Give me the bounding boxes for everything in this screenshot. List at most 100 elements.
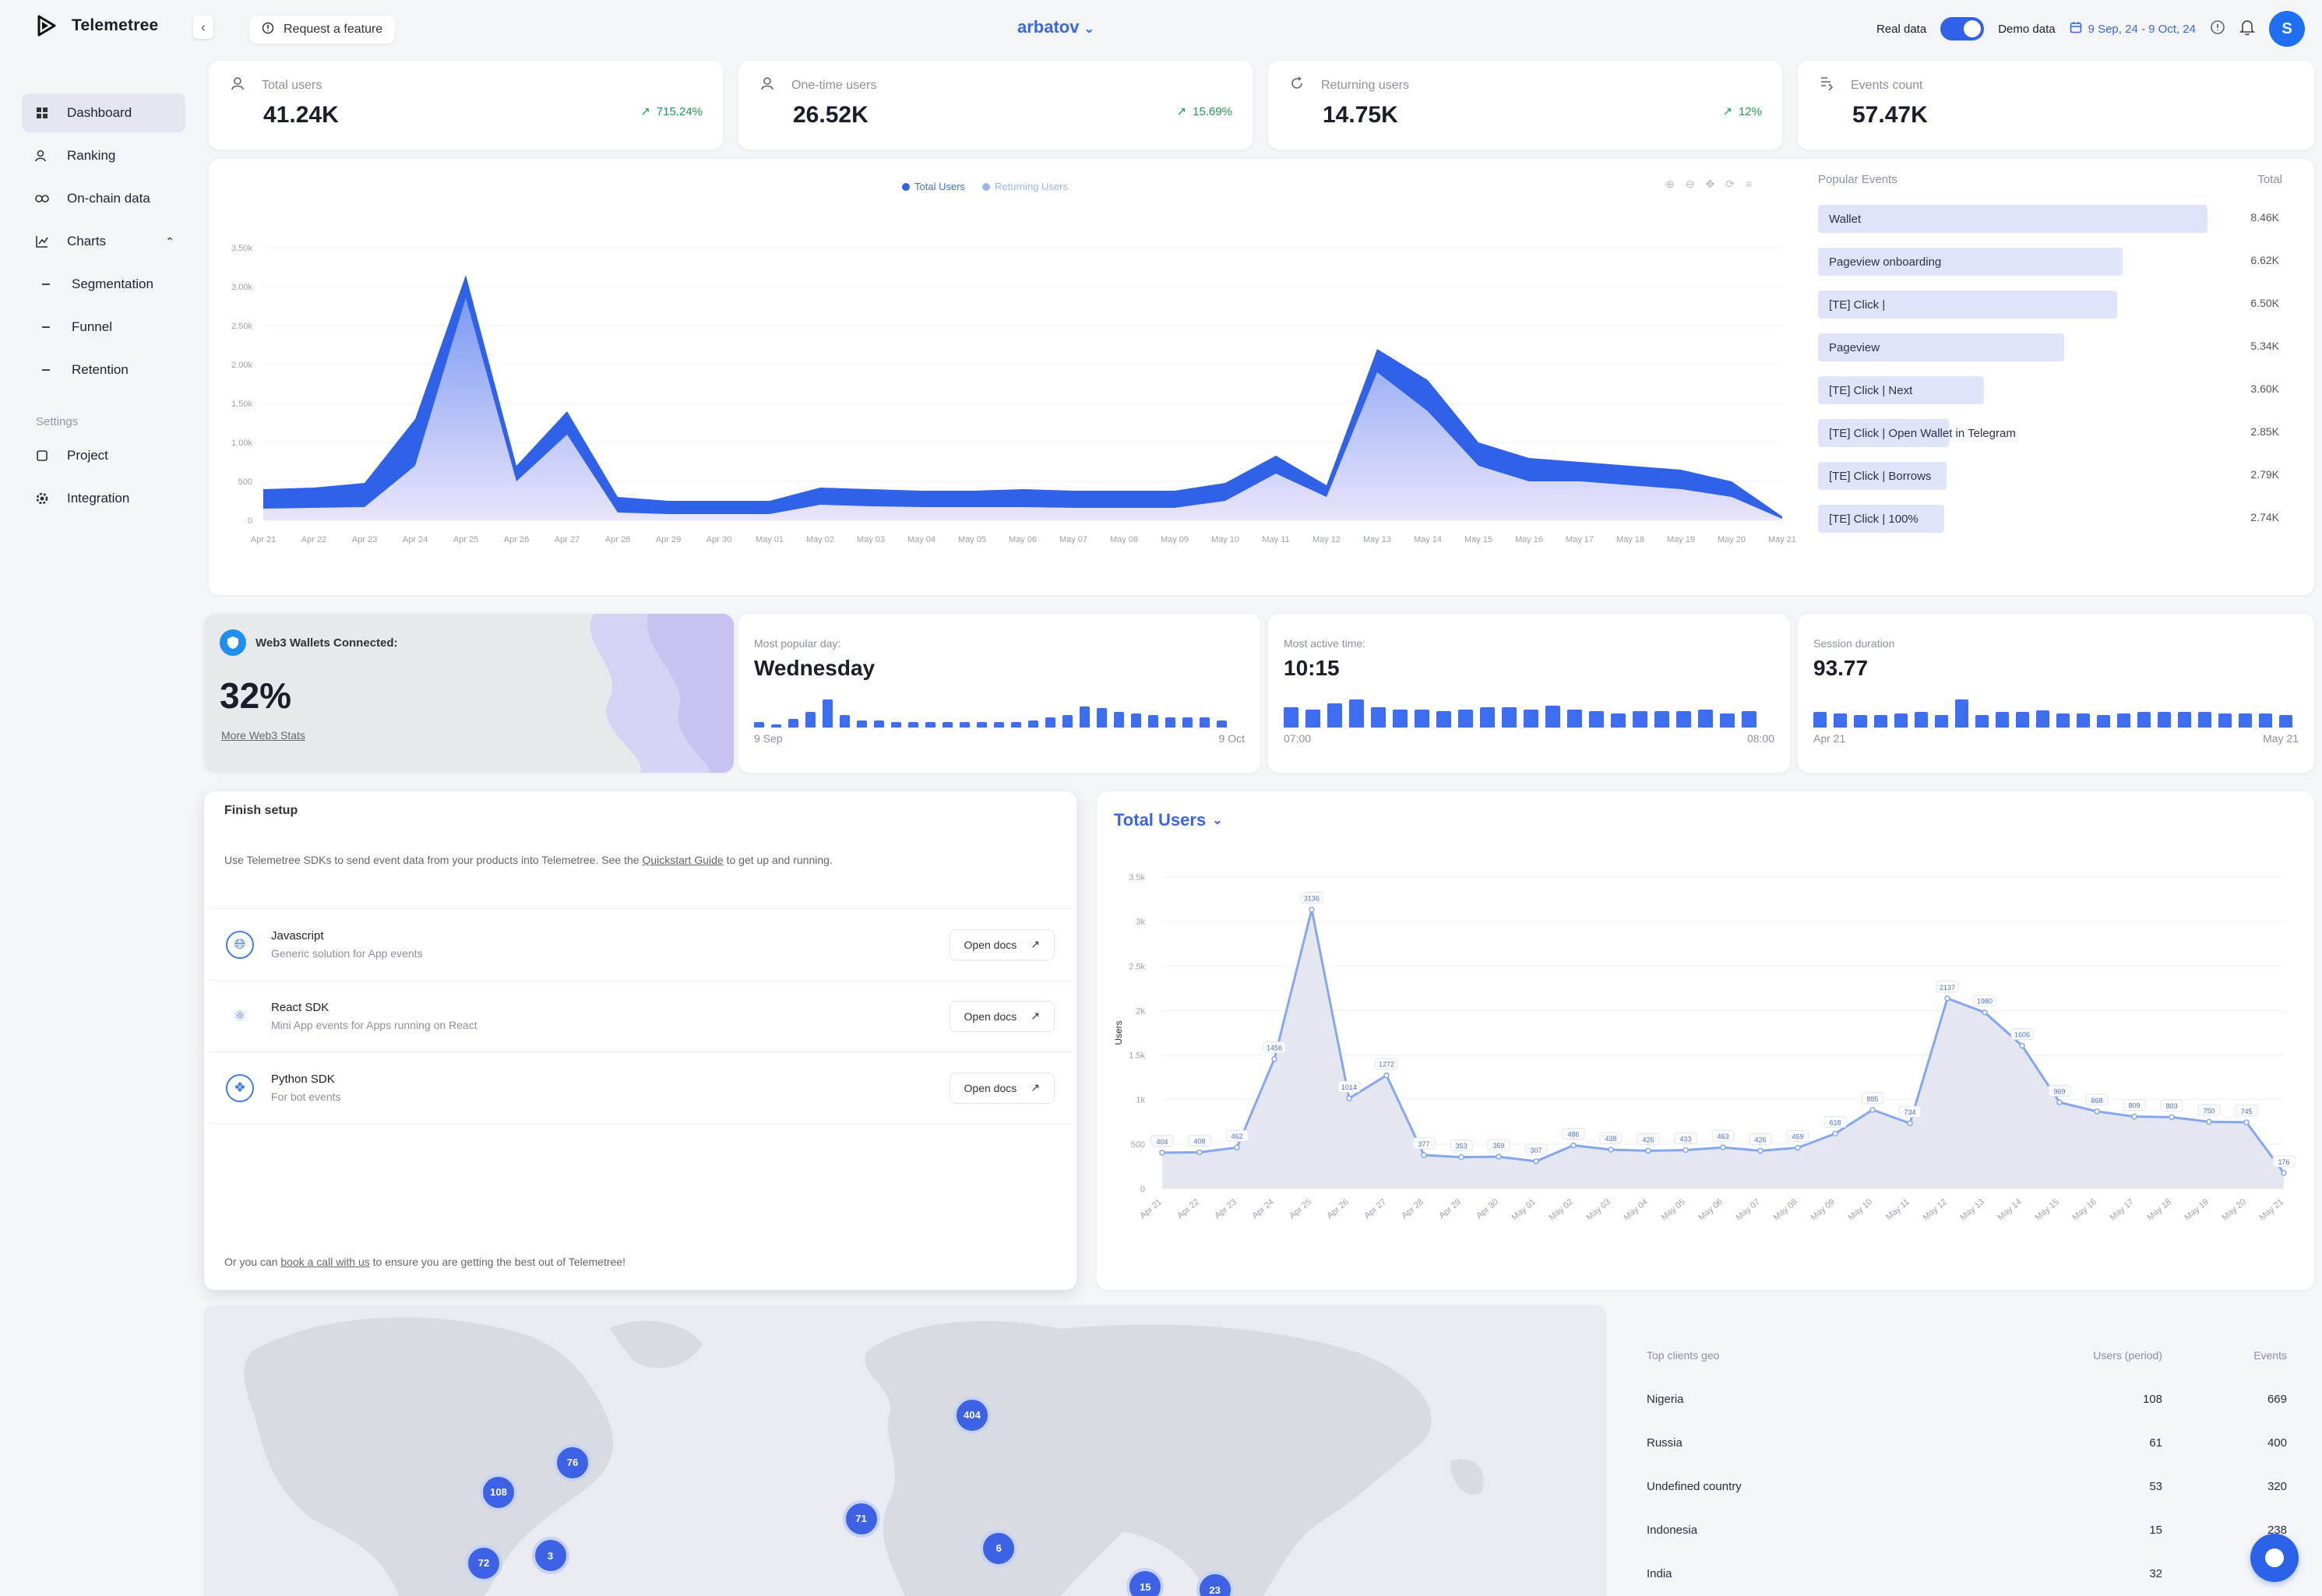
sidebar-item-on-chain-data[interactable]: On-chain data: [22, 179, 185, 218]
zoom-in-icon[interactable]: ⊕: [1665, 178, 1675, 190]
zoom-out-icon[interactable]: ⊖: [1685, 178, 1695, 190]
sidebar-item-funnel[interactable]: Funnel: [22, 308, 185, 347]
sidebar-item-segmentation[interactable]: Segmentation: [22, 265, 185, 304]
chart-legend: Total Users Returning Users: [902, 181, 1068, 192]
data-label-box: [1674, 1133, 1697, 1145]
x-tick-label: May 12: [1313, 535, 1341, 544]
collapse-sidebar-button[interactable]: ‹: [193, 16, 213, 39]
avatar[interactable]: S: [2269, 11, 2305, 47]
x-tick-label: May 12: [1922, 1197, 1949, 1222]
users-icon: [760, 76, 774, 94]
axis-start-label: 07:00: [1284, 732, 1312, 745]
popular-event-row[interactable]: Pageview 5.34K: [1810, 327, 2301, 370]
sidebar-item-charts[interactable]: Charts ⌃: [22, 222, 185, 261]
map-marker[interactable]: 23: [1196, 1571, 1234, 1596]
x-tick-label: May 20: [2221, 1197, 2248, 1222]
mini-bar: [2158, 711, 2171, 728]
reset-icon[interactable]: ⟳: [1725, 178, 1735, 190]
sidebar-item-retention[interactable]: Retention: [22, 351, 185, 389]
setup-footer: Or you can book a call with us to ensure…: [224, 1256, 625, 1268]
request-feature-button[interactable]: Request a feature: [249, 16, 396, 44]
open-docs-button[interactable]: Open docs ↗: [949, 1072, 1055, 1104]
mini-card-value: Wednesday: [754, 656, 876, 680]
x-tick-label: Apr 30: [706, 535, 731, 544]
data-label-box: [2010, 1027, 2034, 1040]
chat-support-button[interactable]: [2250, 1534, 2299, 1582]
data-mode-toggle[interactable]: [1940, 17, 1985, 41]
legend-item[interactable]: Total Users: [902, 181, 965, 192]
x-tick-label: May 18: [2146, 1197, 2173, 1222]
setup-item-javascript: 🌐︎ Javascript Generic solution for App ev…: [209, 909, 1072, 981]
mini-bar-chart: [1284, 696, 1774, 728]
mini-bar: [1915, 711, 1928, 728]
data-point: [2131, 1113, 2137, 1120]
pan-icon[interactable]: ✥: [1705, 178, 1715, 190]
data-label: 1456: [1267, 1045, 1282, 1052]
data-label-box: [1487, 1139, 1510, 1151]
mini-bar: [2239, 713, 2252, 728]
world-map[interactable]: 108 76 72 3 71 404 6 15 23: [204, 1305, 1606, 1596]
popular-event-row[interactable]: [TE] Click | Borrows 2.79K: [1810, 456, 2301, 499]
popular-event-bar: Pageview onboarding: [1818, 248, 2123, 276]
sidebar-item-label: Ranking: [67, 148, 116, 163]
y-tick-label: 1.5k: [1129, 1052, 1145, 1061]
open-docs-label: Open docs: [964, 938, 1017, 951]
sidebar-item-project[interactable]: Project: [22, 436, 185, 475]
sidebar-item-dashboard[interactable]: Dashboard: [22, 93, 185, 132]
popular-event-row[interactable]: [TE] Click | 6.50K: [1810, 284, 2301, 327]
quickstart-link[interactable]: Quickstart Guide: [642, 854, 724, 866]
popular-event-bar: [TE] Click | 100%: [1818, 505, 1944, 533]
map-land: [244, 1317, 1484, 1596]
map-marker[interactable]: 76: [554, 1443, 591, 1481]
data-point: [1720, 1144, 1726, 1150]
open-docs-button[interactable]: Open docs ↗: [949, 928, 1055, 960]
x-tick-label: Apr 28: [605, 535, 630, 544]
data-label-box: [1225, 1129, 1249, 1142]
map-marker[interactable]: 72: [465, 1544, 502, 1582]
mini-bar: [1011, 722, 1021, 728]
data-label: 176: [2278, 1158, 2289, 1166]
data-point: [1533, 1158, 1539, 1164]
x-tick-label: May 05: [1660, 1197, 1687, 1222]
open-docs-button[interactable]: Open docs ↗: [949, 1000, 1055, 1032]
project-selector[interactable]: arbatov ⌄: [1017, 17, 1094, 37]
data-label: 803: [2165, 1102, 2177, 1110]
axis-start-label: Apr 21: [1813, 732, 1846, 745]
date-range-picker[interactable]: 9 Sep, 24 - 9 Oct, 24: [2070, 21, 2196, 37]
map-marker[interactable]: 404: [953, 1396, 991, 1434]
popular-event-row[interactable]: Pageview onboarding 6.62K: [1810, 241, 2301, 284]
chart-metric-selector[interactable]: Total Users ⌄: [1114, 810, 1223, 830]
popular-event-row[interactable]: [TE] Click | Next 3.60K: [1810, 370, 2301, 413]
popular-event-row[interactable]: Wallet 8.46K: [1810, 199, 2301, 241]
help-icon[interactable]: [2210, 19, 2225, 38]
y-tick-label: 2k: [1136, 1006, 1145, 1016]
popular-event-row[interactable]: [TE] Click | Open Wallet in Telegram 2.85…: [1810, 413, 2301, 456]
sidebar-item-label: Retention: [72, 362, 129, 377]
x-tick-label: May 16: [2071, 1197, 2098, 1222]
y-tick-label: 2.00k: [231, 361, 252, 370]
sidebar-item-ranking[interactable]: Ranking: [22, 136, 185, 175]
mini-bar: [1182, 717, 1193, 728]
menu-icon[interactable]: ≡: [1745, 178, 1753, 190]
bell-icon[interactable]: [2239, 19, 2255, 39]
setup-item-python-sdk: ❖ Python SDK For bot events Open docs ↗: [209, 1052, 1072, 1124]
map-marker[interactable]: 6: [980, 1529, 1018, 1567]
mini-bar: [1633, 711, 1647, 728]
popular-event-row[interactable]: [TE] Click | 100% 2.74K: [1810, 499, 2301, 541]
sidebar-item-integration[interactable]: Integration: [22, 479, 185, 518]
data-point: [1982, 1009, 1988, 1016]
legend-item[interactable]: Returning Users: [982, 181, 1068, 192]
map-marker[interactable]: 108: [480, 1473, 517, 1511]
map-marker[interactable]: 71: [842, 1499, 880, 1538]
map-marker[interactable]: 3: [531, 1537, 569, 1575]
book-call-link[interactable]: book a call with us: [280, 1256, 370, 1268]
mini-bar: [771, 724, 781, 728]
map-marker[interactable]: 15: [1126, 1568, 1165, 1596]
x-tick-label: May 14: [1996, 1197, 2024, 1222]
x-tick-label: May 08: [1110, 535, 1138, 544]
users-area-chart: 3.50k 3.00k 2.50k 2.00k 1.50k 1.00k 500 0 Apr 21…: [231, 244, 1796, 544]
y-tick-label: 3.50k: [231, 244, 252, 253]
app-logo[interactable]: Telemetree: [34, 14, 158, 37]
web3-more-link[interactable]: More Web3 Stats: [221, 729, 305, 742]
stat-value: 14.75K: [1323, 102, 1398, 128]
